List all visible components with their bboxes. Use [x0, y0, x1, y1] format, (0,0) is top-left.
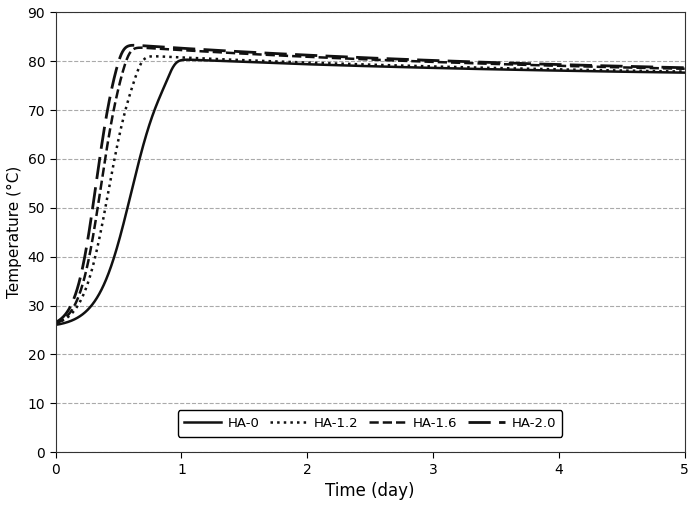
HA-1.2: [123, 100, 132, 106]
Line: HA-1.2: HA-1.2: [56, 56, 685, 323]
HA-2.0: [161, 44, 169, 50]
HA-1.2: [601, 67, 609, 74]
HA-1.2: [52, 320, 60, 327]
HA-0: [668, 69, 677, 76]
HA-0: [681, 69, 689, 76]
HA-1.2: [668, 68, 677, 75]
HA-2.0: [52, 319, 60, 325]
Line: HA-2.0: HA-2.0: [56, 45, 685, 322]
HA-0: [601, 68, 609, 75]
HA-1.6: [123, 55, 132, 61]
HA-1.6: [136, 45, 145, 51]
HA-1.6: [293, 53, 301, 59]
HA-1.6: [320, 55, 329, 61]
HA-2.0: [601, 63, 609, 69]
HA-0: [320, 62, 329, 68]
HA-1.6: [668, 65, 677, 71]
HA-2.0: [681, 65, 689, 71]
HA-0: [52, 322, 60, 328]
Legend: HA-0, HA-1.2, HA-1.6, HA-2.0: HA-0, HA-1.2, HA-1.6, HA-2.0: [178, 411, 562, 437]
HA-1.2: [320, 60, 329, 66]
Y-axis label: Temperature (°C): Temperature (°C): [7, 166, 22, 299]
HA-1.2: [161, 54, 169, 60]
HA-0: [161, 83, 169, 89]
HA-1.2: [150, 53, 158, 59]
HA-1.6: [161, 46, 169, 52]
HA-0: [293, 61, 301, 67]
HA-0: [183, 57, 191, 63]
HA-0: [123, 205, 132, 211]
Line: HA-0: HA-0: [56, 60, 685, 325]
HA-1.6: [681, 66, 689, 72]
HA-2.0: [129, 42, 138, 48]
HA-2.0: [293, 52, 301, 58]
HA-1.6: [52, 320, 60, 327]
X-axis label: Time (day): Time (day): [325, 482, 415, 500]
HA-2.0: [123, 44, 132, 50]
Line: HA-1.6: HA-1.6: [56, 48, 685, 323]
HA-2.0: [320, 53, 329, 59]
HA-1.2: [681, 68, 689, 75]
HA-1.6: [601, 64, 609, 70]
HA-2.0: [668, 64, 677, 70]
HA-1.2: [293, 59, 301, 65]
